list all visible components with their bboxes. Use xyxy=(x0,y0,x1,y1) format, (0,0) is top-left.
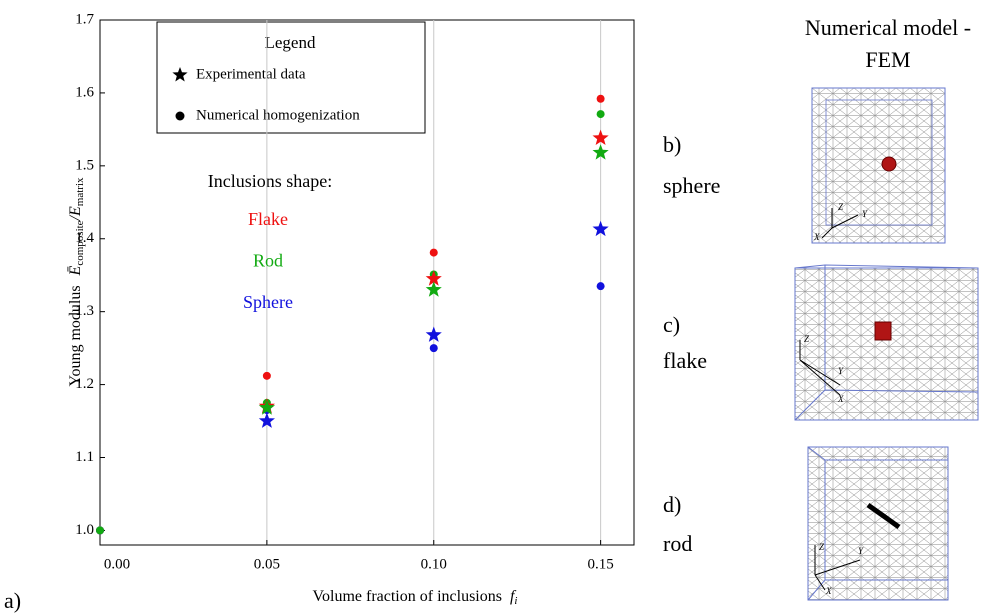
data-star xyxy=(425,326,442,342)
panel-label: a) xyxy=(4,588,21,613)
axis-name: Y xyxy=(862,209,868,219)
data-star xyxy=(592,220,609,237)
y-tick-label: 1.3 xyxy=(75,303,94,319)
shape-title: Inclusions shape: xyxy=(208,171,332,191)
axis-name: X xyxy=(825,586,832,596)
panel-name: rod xyxy=(663,531,692,556)
data-point xyxy=(96,526,104,535)
data-star xyxy=(258,399,275,415)
side-title: FEM xyxy=(865,47,910,72)
side-title: Numerical model - xyxy=(805,15,971,40)
x-tick-label: 0.15 xyxy=(588,556,614,572)
y-tick-label: 1.4 xyxy=(75,230,94,246)
axis-name: Y xyxy=(838,366,844,376)
x-tick-label: 0.05 xyxy=(254,556,280,572)
legend-dot xyxy=(175,111,185,121)
axis-name: Z xyxy=(838,202,844,212)
data-point xyxy=(429,344,438,353)
legend-box xyxy=(156,21,426,134)
panel-name: flake xyxy=(663,348,707,373)
panel-letter: b) xyxy=(663,132,681,157)
x-tick-label: 0.00 xyxy=(104,556,130,572)
axis-name: Y xyxy=(858,546,864,556)
shape-label: Rod xyxy=(253,251,283,271)
y-tick-label: 1.5 xyxy=(75,157,94,173)
data-star xyxy=(258,412,275,428)
data-star xyxy=(425,281,442,297)
shape-label: Flake xyxy=(248,209,288,229)
data-point xyxy=(262,371,271,380)
axis-name: X xyxy=(837,394,844,404)
y-tick-label: 1.0 xyxy=(75,522,94,538)
data-star xyxy=(592,129,609,145)
axis-name: Z xyxy=(804,334,810,344)
data-point xyxy=(596,282,605,291)
data-point xyxy=(596,110,605,119)
y-axis-label: Young modulusĒcomposite/Ematrix xyxy=(67,177,86,387)
panel-name: sphere xyxy=(663,173,720,198)
legend-label: Numerical homogenization xyxy=(196,107,360,123)
x-axis-label: Volume fraction of inclusions fi xyxy=(313,588,518,607)
legend-label: Experimental data xyxy=(196,66,306,82)
axis-name: X xyxy=(813,232,820,242)
plot-frame xyxy=(99,19,635,546)
y-tick-label: 1.1 xyxy=(75,449,94,465)
data-star xyxy=(592,144,609,160)
data-point xyxy=(429,248,438,257)
shape-label: Sphere xyxy=(243,292,293,312)
axis-name: Z xyxy=(819,542,825,552)
legend-star xyxy=(172,67,188,82)
y-tick-label: 1.7 xyxy=(75,11,94,27)
panel-letter: d) xyxy=(663,492,681,517)
y-tick-label: 1.6 xyxy=(75,84,94,100)
y-tick-label: 1.2 xyxy=(75,376,94,392)
data-star xyxy=(425,270,442,286)
legend-title: Legend xyxy=(265,33,316,52)
fem-sphere: Z Y X xyxy=(811,87,946,244)
fem-flake: Z Y X xyxy=(794,264,979,421)
fem-rod: Z Y X xyxy=(807,446,949,601)
panel-letter: c) xyxy=(663,312,680,337)
data-point xyxy=(596,94,605,103)
x-tick-label: 0.10 xyxy=(421,556,447,572)
